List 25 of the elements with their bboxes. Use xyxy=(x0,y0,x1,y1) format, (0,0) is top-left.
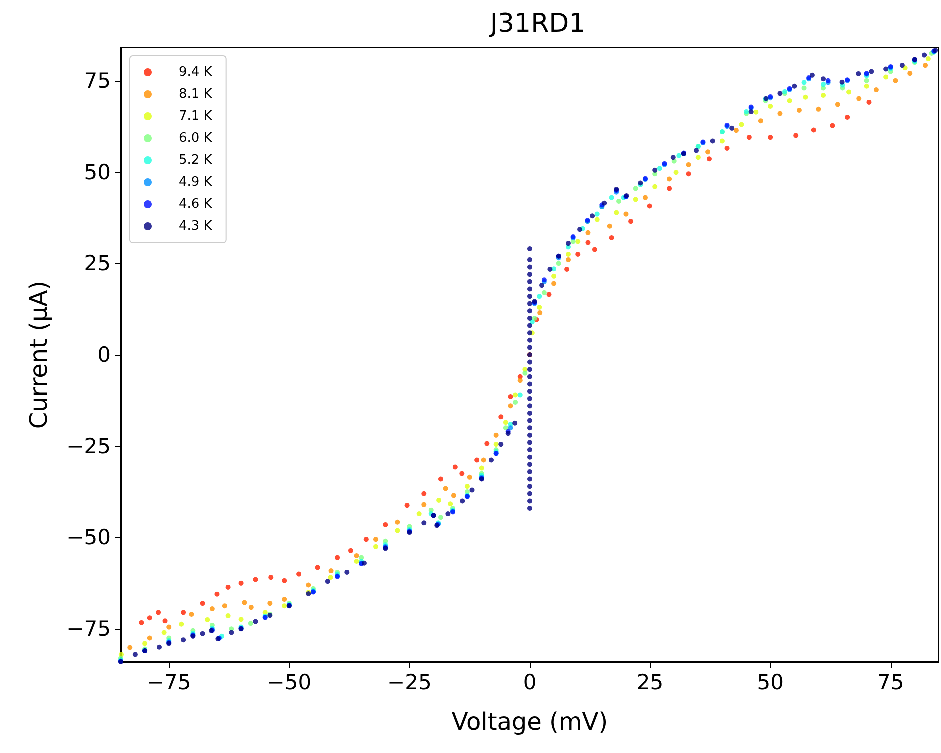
y-tick-label: 75 xyxy=(84,68,111,93)
x-tick-label: 75 xyxy=(878,670,904,694)
x-tick-label: 50 xyxy=(757,670,784,694)
chart-title: J31RD1 xyxy=(488,9,586,39)
x-tick-label: −75 xyxy=(146,670,192,694)
legend-label: 7.1 K xyxy=(179,109,213,124)
y-tick-label: 0 xyxy=(98,343,111,367)
x-tick-label: 0 xyxy=(523,670,537,694)
x-tick-label: −50 xyxy=(267,670,312,694)
y-tick-label: −75 xyxy=(66,617,111,642)
y-tick-label: 50 xyxy=(84,160,111,184)
y-tick-label: −25 xyxy=(66,434,111,458)
x-tick-label: 25 xyxy=(636,670,664,694)
legend-label: 4.6 K xyxy=(179,197,213,212)
y-tick-label: 25 xyxy=(84,252,111,276)
legend-label: 4.3 K xyxy=(179,219,213,234)
legend-label: 5.2 K xyxy=(179,153,213,168)
legend-label: 8.1 K xyxy=(179,87,213,102)
x-tick-label: −25 xyxy=(388,670,432,694)
y-tick-label: −50 xyxy=(66,526,111,550)
legend-label: 4.9 K xyxy=(179,175,213,190)
legend-label: 6.0 K xyxy=(179,131,213,146)
x-axis-title: Voltage (mV) xyxy=(452,708,608,736)
y-axis-title: Current (μA) xyxy=(25,280,53,430)
legend-label: 9.4 K xyxy=(179,65,213,80)
